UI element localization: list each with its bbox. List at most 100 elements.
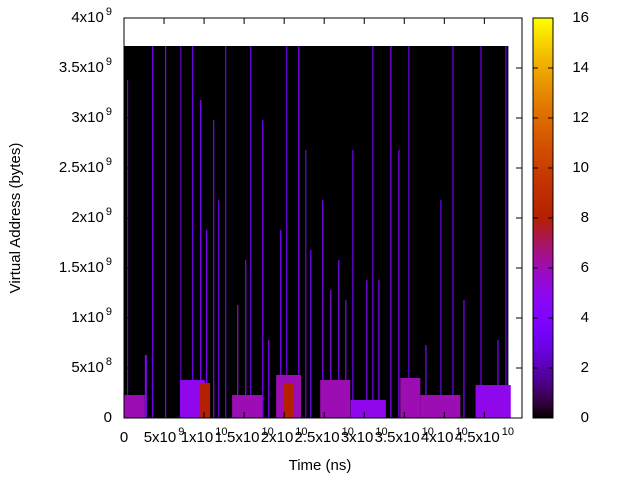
heatmap-cell (390, 46, 392, 418)
y-tick-label: 5x10 8 (71, 356, 112, 376)
x-tick-label-base: 3x10 (341, 429, 374, 446)
x-tick-label-exponent: 10 (502, 426, 514, 438)
x-tick-label-exponent: 10 (295, 426, 307, 438)
y-tick-label-base: 2.5x10 (59, 159, 104, 176)
heatmap-cell (338, 260, 340, 418)
heatmap-cell (322, 200, 324, 418)
heatmap-cell (262, 120, 264, 418)
heatmap-cell (165, 46, 167, 418)
x-tick-label-exponent: 10 (375, 426, 387, 438)
x-tick-label: 1.5x10 10 (214, 426, 273, 446)
x-tick-label-base: 2.5x10 (295, 429, 340, 446)
y-tick-label-base: 3x10 (71, 109, 104, 126)
y-tick-label-exponent: 9 (106, 6, 112, 18)
heatmap-cell (408, 46, 410, 418)
colorbar-tick-label: 12 (572, 109, 589, 126)
heatmap-cell (320, 380, 351, 418)
heatmap-cell (237, 305, 239, 418)
heatmap-cell (268, 340, 270, 418)
colorbar-tick-label: 16 (572, 9, 589, 26)
colorbar-tick-label: 4 (581, 309, 589, 326)
y-tick-label: 2.5x10 9 (59, 156, 112, 176)
colorbar-tick-label: 10 (572, 159, 589, 176)
x-tick-label-base: 4x10 (421, 429, 454, 446)
x-tick-label: 3x10 10 (341, 426, 388, 446)
x-tick-label-base: 5x10 (144, 429, 177, 446)
heatmap-cell (213, 120, 215, 418)
y-tick-label: 1x10 9 (71, 306, 112, 326)
x-tick-label-base: 2x10 (261, 429, 294, 446)
x-tick-label: 4x10 10 (421, 426, 468, 446)
x-tick-label: 1x10 10 (181, 426, 228, 446)
heatmap-cell (152, 46, 154, 418)
y-tick-label: 2x10 9 (71, 206, 112, 226)
x-tick-label-exponent: 10 (455, 426, 467, 438)
x-tick-label: 3.5x10 10 (375, 426, 434, 446)
x-tick-label-exponent: 10 (262, 426, 274, 438)
y-tick-label-exponent: 8 (106, 356, 112, 368)
heatmap-cell (206, 230, 208, 418)
heatmap-cell (440, 200, 442, 418)
heatmap-cell (232, 395, 263, 418)
x-tick-label-base: 1.5x10 (214, 429, 259, 446)
y-tick-label-exponent: 9 (106, 106, 112, 118)
y-tick-label-base: 5x10 (71, 359, 104, 376)
y-tick-label: 0 (104, 409, 112, 426)
heatmap-cell (463, 300, 465, 418)
y-tick-label-base: 1x10 (71, 309, 104, 326)
y-tick-label: 3x10 9 (71, 106, 112, 126)
y-tick-label-exponent: 9 (106, 156, 112, 168)
heatmap-cell (225, 46, 227, 418)
heatmap-cell (398, 150, 400, 418)
heatmap-cell (366, 280, 368, 418)
y-tick-label-exponent: 9 (106, 306, 112, 318)
x-axis-label: Time (ns) (289, 457, 352, 474)
x-tick-label-base: 4.5x10 (455, 429, 500, 446)
y-tick-label: 3.5x10 9 (59, 56, 112, 76)
heatmap-cell (283, 383, 294, 418)
y-tick-label-base: 1.5x10 (59, 259, 104, 276)
heatmap-cell (200, 383, 211, 418)
heatmap-cell (310, 250, 312, 418)
heatmap-cell (352, 150, 354, 418)
x-tick-label: 5x10 9 (144, 426, 185, 446)
heatmap-cell (372, 46, 374, 418)
x-tick-label: 0 (120, 429, 128, 446)
colorbar-tick-label: 6 (581, 259, 589, 276)
colorbar-tick-label: 0 (581, 409, 589, 426)
heatmap-cell (305, 150, 307, 418)
colorbar-tick-label: 2 (581, 359, 589, 376)
heatmap-background (124, 46, 509, 418)
x-tick-label-exponent: 10 (342, 426, 354, 438)
heatmap-cell (200, 100, 202, 418)
y-tick-label: 1.5x10 9 (59, 256, 112, 276)
x-tick-label: 2x10 10 (261, 426, 308, 446)
heatmap-cell (452, 46, 454, 418)
heatmap-cell (330, 290, 332, 418)
y-tick-label-exponent: 9 (106, 56, 112, 68)
heatmap-cell (144, 355, 147, 418)
y-tick-label-base: 4x10 (71, 9, 104, 26)
heatmap-cell (124, 395, 145, 418)
heatmap-cell (298, 46, 300, 418)
x-tick-label-exponent: 9 (178, 426, 184, 438)
heatmap-cell (280, 230, 282, 418)
heatmap-cell (192, 46, 194, 418)
heatmap-cell (505, 46, 507, 418)
heatmap-cell (250, 46, 252, 418)
heatmap-cell (420, 395, 461, 418)
heatmap-cell (127, 80, 129, 418)
y-tick-label: 4x10 9 (71, 6, 112, 26)
y-tick-label-base: 2x10 (71, 209, 104, 226)
heatmap-cell (497, 340, 499, 418)
heatmap-cell (180, 46, 182, 418)
y-tick-label-exponent: 9 (106, 256, 112, 268)
x-tick-label: 4.5x10 10 (455, 426, 514, 446)
heatmap-cell (345, 300, 347, 418)
x-tick-label-base: 3.5x10 (375, 429, 420, 446)
heatmap-cell (400, 378, 421, 418)
y-axis-label: Virtual Address (bytes) (7, 143, 24, 294)
x-tick-label-base: 1x10 (181, 429, 214, 446)
